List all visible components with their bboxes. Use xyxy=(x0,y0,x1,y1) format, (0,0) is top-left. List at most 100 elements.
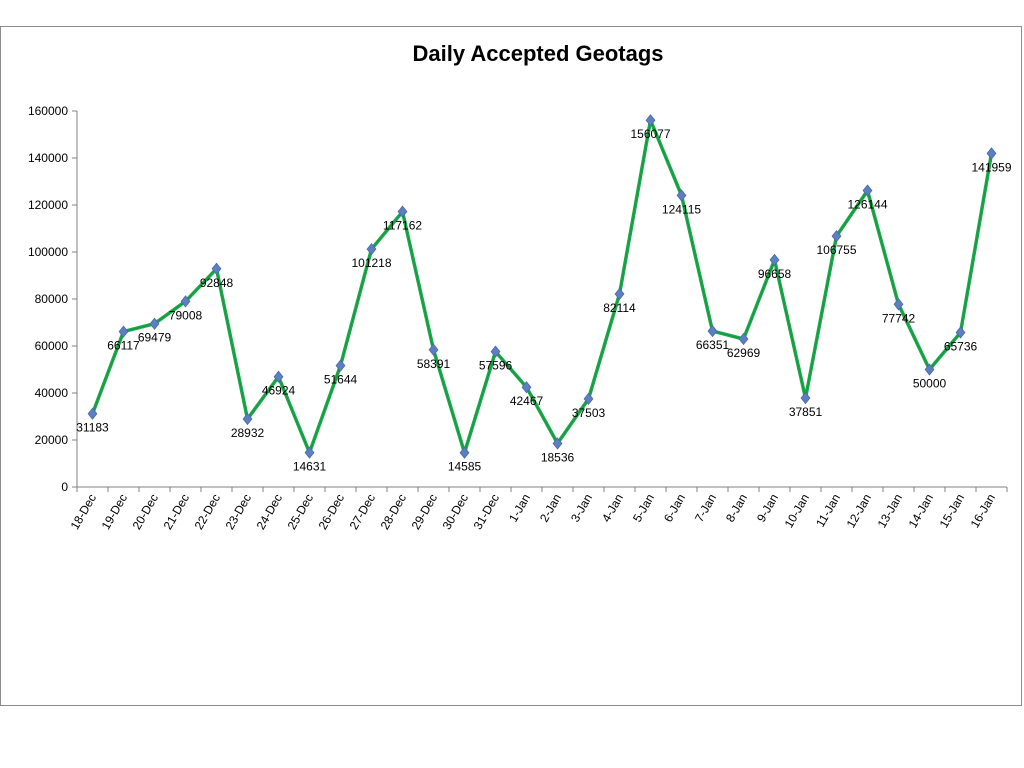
data-point xyxy=(335,359,346,372)
data-point xyxy=(831,229,842,243)
data-label: 37851 xyxy=(789,405,823,419)
data-label: 124115 xyxy=(662,202,701,216)
data-point xyxy=(583,392,594,406)
data-label: 96658 xyxy=(758,267,792,281)
x-tick-label: 15-Jan xyxy=(937,492,967,531)
data-point xyxy=(490,345,501,358)
data-label: 69479 xyxy=(138,331,172,345)
data-point xyxy=(676,189,687,202)
x-tick-label: 23-Dec xyxy=(223,492,254,533)
y-tick-label: 140000 xyxy=(28,151,68,165)
x-tick-label: 7-Jan xyxy=(692,492,719,525)
axes xyxy=(76,111,1007,488)
data-label: 82114 xyxy=(603,301,636,315)
y-tick-label: 0 xyxy=(61,480,68,494)
x-tick-label: 12-Jan xyxy=(844,492,874,531)
x-axis-ticks: 18-Dec 19-Dec 20-Dec 21-Dec 22-Dec 23-Dec 24-D… xyxy=(68,487,1008,533)
x-tick-label: 20-Dec xyxy=(130,492,161,533)
data-label: 77742 xyxy=(882,311,916,325)
data-point xyxy=(738,332,749,346)
y-tick-label: 20000 xyxy=(35,433,69,447)
x-tick-label: 18-Dec xyxy=(68,492,99,533)
y-tick-label: 160000 xyxy=(28,104,68,118)
data-label: 37503 xyxy=(572,406,606,420)
data-label: 65736 xyxy=(944,340,978,354)
data-label: 58391 xyxy=(417,357,451,371)
x-tick-label: 31-Dec xyxy=(471,492,502,533)
data-label: 28932 xyxy=(231,426,265,440)
data-point xyxy=(707,324,718,338)
x-tick-label: 25-Dec xyxy=(285,492,316,533)
data-point xyxy=(428,343,439,356)
data-point xyxy=(614,287,625,301)
data-point xyxy=(893,298,904,311)
data-point xyxy=(459,446,470,459)
data-point xyxy=(211,262,222,275)
data-label: 66117 xyxy=(107,339,140,353)
x-tick-label: 13-Jan xyxy=(875,492,905,531)
y-tick-label: 80000 xyxy=(35,292,69,306)
data-point xyxy=(273,370,284,383)
data-point xyxy=(645,114,656,127)
data-label: 46924 xyxy=(262,384,296,398)
data-label: 79008 xyxy=(169,308,203,322)
data-label: 66351 xyxy=(696,338,730,352)
data-point xyxy=(521,381,532,394)
data-point xyxy=(366,242,377,256)
x-tick-label: 14-Jan xyxy=(906,492,936,531)
data-label: 117162 xyxy=(383,219,422,233)
chart-area: Daily Accepted Geotags 0 20000 40000 60000 8… xyxy=(0,26,1022,706)
chart-title: Daily Accepted Geotags xyxy=(412,41,663,66)
x-tick-label: 5-Jan xyxy=(630,492,657,525)
series-line-core xyxy=(92,119,992,454)
x-tick-label: 11-Jan xyxy=(813,492,843,530)
y-tick-label: 120000 xyxy=(28,198,68,212)
x-tick-label: 30-Dec xyxy=(440,492,471,533)
x-tick-label: 21-Dec xyxy=(161,492,192,533)
y-axis-ticks: 0 20000 40000 60000 80000 100000 120000 140000 1… xyxy=(28,104,77,494)
y-tick-label: 40000 xyxy=(35,386,69,400)
y-tick-label: 60000 xyxy=(35,339,69,353)
line-chart: Daily Accepted Geotags 0 20000 40000 60000 8… xyxy=(28,41,1012,533)
data-label: 106755 xyxy=(816,243,856,257)
data-label: 50000 xyxy=(913,377,947,391)
x-tick-label: 9-Jan xyxy=(754,492,781,525)
data-label: 92848 xyxy=(200,276,234,290)
x-tick-label: 6-Jan xyxy=(661,492,688,525)
data-label: 18536 xyxy=(541,450,575,464)
x-tick-label: 19-Dec xyxy=(99,492,130,533)
x-tick-label: 26-Dec xyxy=(316,492,347,533)
data-label: 42467 xyxy=(510,394,544,408)
data-point xyxy=(955,326,966,339)
data-label: 126144 xyxy=(847,198,887,212)
series xyxy=(87,114,997,459)
data-label: 51644 xyxy=(324,373,358,387)
data-point xyxy=(986,147,997,160)
data-point xyxy=(397,205,408,218)
x-tick-label: 4-Jan xyxy=(599,492,626,525)
x-tick-label: 28-Dec xyxy=(378,492,409,533)
data-label: 62969 xyxy=(727,346,761,360)
data-point xyxy=(552,437,563,450)
data-point xyxy=(304,446,315,459)
data-point xyxy=(924,363,935,376)
x-tick-label: 29-Dec xyxy=(409,492,440,533)
x-tick-label: 10-Jan xyxy=(782,492,812,531)
data-point xyxy=(242,412,253,426)
data-label: 31183 xyxy=(76,421,109,435)
data-label: 14631 xyxy=(293,460,327,474)
data-point xyxy=(118,325,129,338)
y-tick-label: 100000 xyxy=(28,245,68,259)
data-label: 156077 xyxy=(630,127,670,141)
data-label: 101218 xyxy=(351,256,391,270)
data-point xyxy=(180,295,191,308)
x-tick-label: 1-Jan xyxy=(506,492,533,525)
data-label: 57596 xyxy=(479,359,513,373)
data-point xyxy=(800,391,811,405)
x-tick-label: 27-Dec xyxy=(347,492,378,533)
data-label: 14585 xyxy=(448,460,482,474)
data-point xyxy=(149,317,160,330)
x-tick-label: 2-Jan xyxy=(537,492,564,525)
x-tick-label: 16-Jan xyxy=(968,492,998,531)
